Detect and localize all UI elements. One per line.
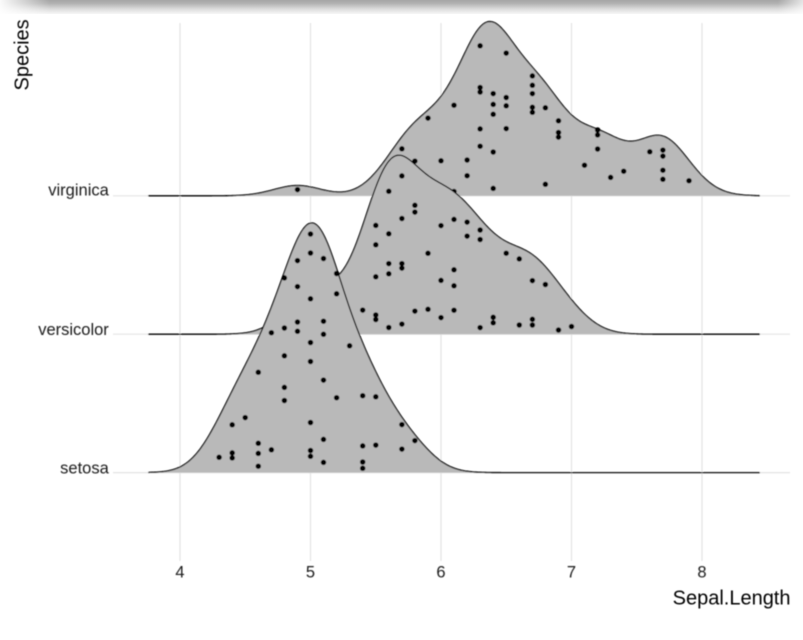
- svg-text:setosa: setosa: [60, 460, 109, 478]
- svg-text:versicolor: versicolor: [38, 321, 109, 339]
- svg-text:8: 8: [697, 563, 706, 581]
- svg-text:5: 5: [306, 563, 315, 581]
- svg-text:7: 7: [567, 563, 576, 581]
- svg-text:Sepal.Length: Sepal.Length: [673, 588, 791, 610]
- svg-text:Species: Species: [12, 19, 34, 90]
- svg-text:4: 4: [175, 563, 184, 581]
- svg-text:virginica: virginica: [48, 181, 109, 199]
- svg-text:6: 6: [436, 563, 445, 581]
